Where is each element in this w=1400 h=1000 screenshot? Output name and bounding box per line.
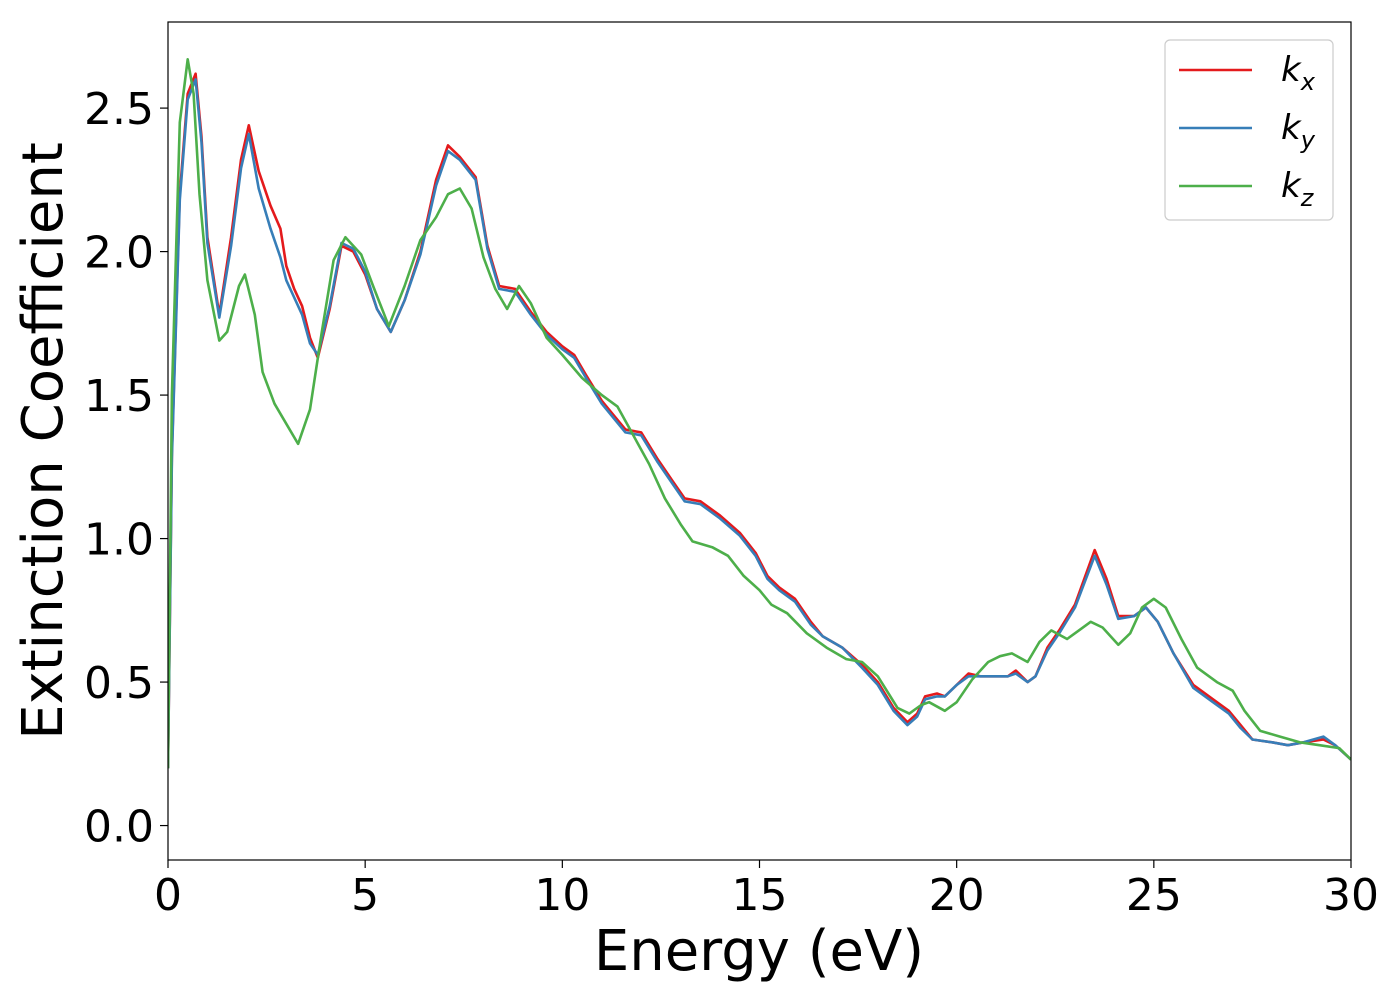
x-axis-label: Energy (eV) (594, 919, 924, 984)
y-tick-label: 1.0 (84, 515, 154, 566)
x-tick-label: 25 (1126, 870, 1182, 921)
y-axis-label: Extinction Coefficient (11, 142, 76, 740)
series-line-ky (168, 78, 1351, 769)
y-tick-label: 1.5 (84, 371, 154, 422)
legend-box (1164, 39, 1334, 221)
y-tick-label: 2.5 (84, 84, 154, 135)
x-tick-label: 0 (154, 870, 182, 921)
y-axis: 0.0 0.5 1.0 1.5 2.0 2.5 (84, 84, 168, 853)
series-line-kz (168, 58, 1351, 769)
x-tick-label: 5 (351, 870, 379, 921)
y-tick-label: 2.0 (84, 228, 154, 279)
x-tick-label: 20 (929, 870, 985, 921)
y-tick-label: 0.0 (84, 802, 154, 853)
x-tick-label: 30 (1323, 870, 1379, 921)
y-tick-label: 0.5 (84, 658, 154, 709)
x-tick-label: 15 (732, 870, 788, 921)
x-tick-label: 10 (534, 870, 590, 921)
x-axis: 0 5 10 15 20 25 30 (154, 860, 1379, 921)
series-lines (168, 58, 1351, 769)
